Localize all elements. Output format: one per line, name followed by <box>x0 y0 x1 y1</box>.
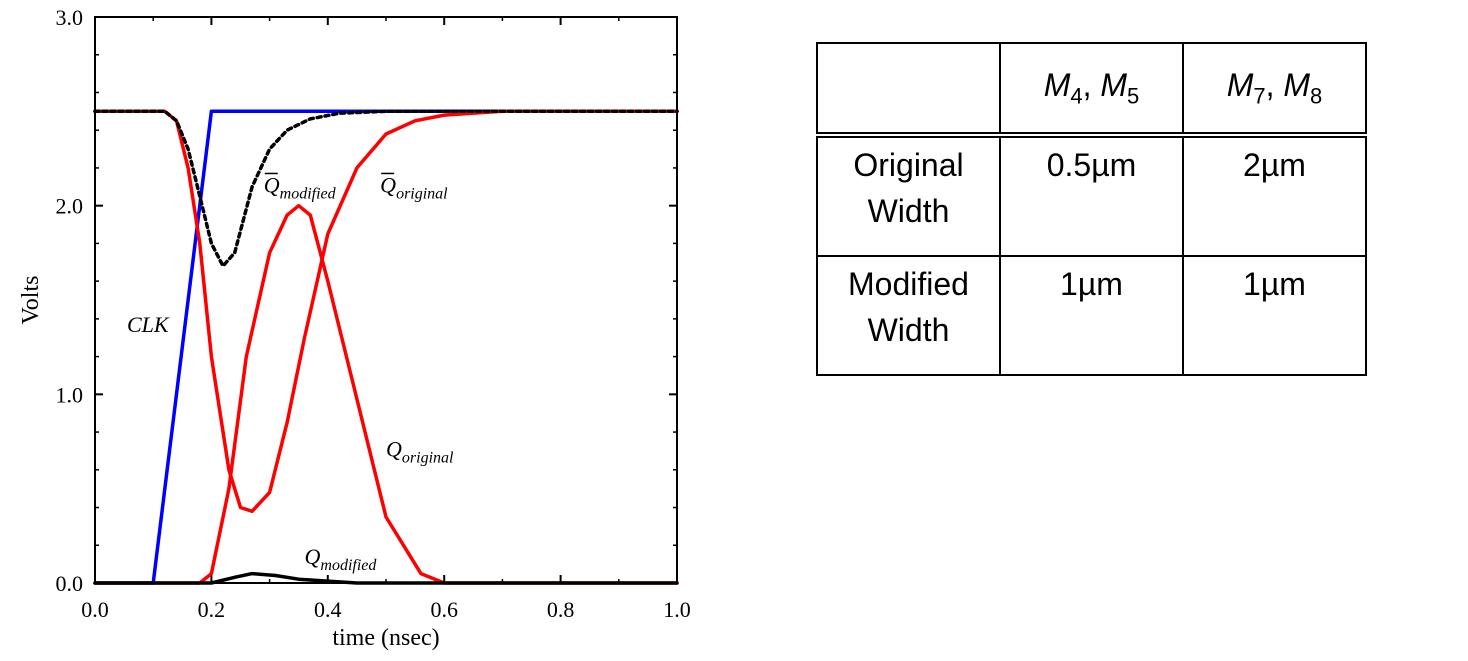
series-line-2 <box>93 109 679 514</box>
annotation-base-text: Q <box>380 172 396 197</box>
cell-original-m4-m5: 0.5µm <box>999 134 1184 257</box>
row-label-modified: Modified Width <box>816 255 1001 376</box>
row-label-line2: Width <box>867 312 950 348</box>
tick-labels: 0.0 0.2 0.4 0.6 0.8 1.0 0.0 1.0 2.0 3.0 <box>56 5 691 622</box>
x-tick-label: 0.6 <box>430 597 458 622</box>
annotation-base-text: Q <box>386 437 402 462</box>
plot-frame <box>94 16 678 584</box>
series-line-4 <box>93 571 679 585</box>
header-m8-sub: 8 <box>1310 83 1323 109</box>
table-corner-cell <box>816 42 1001 136</box>
annotation-subscript: original <box>396 185 448 202</box>
header-m8-base: M <box>1283 66 1311 103</box>
annotation-qbar-modified: Qmodified <box>264 172 337 202</box>
annotation-q-modified: Qmodified <box>305 544 378 574</box>
header-m4-m5: M4, M5 <box>999 42 1184 136</box>
annotation-subscript: modified <box>320 557 377 574</box>
header-m4-base: M <box>1043 66 1071 103</box>
table-row: Original Width 0.5µm 2µm <box>816 134 1367 257</box>
y-tick-label: 1.0 <box>56 382 84 407</box>
annotation-clk: CLK <box>127 312 170 337</box>
y-tick-label: 0.0 <box>56 571 84 596</box>
y-tick-label: 3.0 <box>56 5 84 30</box>
series-line-1 <box>93 203 679 585</box>
header-m7-base: M <box>1226 66 1254 103</box>
header-m5-base: M <box>1100 66 1128 103</box>
table-header-row: M4, M5 M7, M8 <box>816 42 1367 136</box>
cell-original-m7-m8: 2µm <box>1182 134 1367 257</box>
x-tick-label: 0.4 <box>314 597 342 622</box>
annotation-q-original: Qoriginal <box>386 437 454 467</box>
header-m4-sub: 4 <box>1070 83 1083 109</box>
annotation-base-text: Q <box>264 172 280 197</box>
x-tick-label: 0.8 <box>547 597 575 622</box>
row-label-original: Original Width <box>816 134 1001 257</box>
annotation-subscript: modified <box>280 185 337 202</box>
row-label-line2: Width <box>867 193 950 229</box>
annotation-subscript: original <box>402 450 454 467</box>
cell-modified-m7-m8: 1µm <box>1182 255 1367 376</box>
y-tick-label: 2.0 <box>56 194 84 219</box>
header-m7-sub: 7 <box>1253 83 1266 109</box>
annotation-base-text: Q <box>305 544 321 569</box>
header-m5-sub: 5 <box>1127 83 1140 109</box>
series-line-3 <box>93 109 679 268</box>
row-label-line1: Modified <box>848 266 969 302</box>
transistor-width-table: M4, M5 M7, M8 Original Width 0.5µm 2µm M… <box>816 42 1367 376</box>
cell-modified-m4-m5: 1µm <box>999 255 1184 376</box>
x-tick-label: 0.0 <box>81 597 109 622</box>
annotation-base-text: CLK <box>127 312 170 337</box>
table-row: Modified Width 1µm 1µm <box>816 255 1367 376</box>
x-axis-title: time (nsec) <box>332 625 439 651</box>
x-tick-label: 0.2 <box>198 597 226 622</box>
header-m7-m8: M7, M8 <box>1182 42 1367 136</box>
x-tick-label: 1.0 <box>663 597 691 622</box>
y-axis-title: Volts <box>18 276 44 325</box>
annotation-qbar-original: Qoriginal <box>380 172 448 202</box>
tick-marks <box>94 16 678 584</box>
row-label-line1: Original <box>853 147 964 183</box>
transient-response-chart: 0.0 0.2 0.4 0.6 0.8 1.0 0.0 1.0 2.0 3.0 CLK Qmodif… <box>18 5 691 651</box>
